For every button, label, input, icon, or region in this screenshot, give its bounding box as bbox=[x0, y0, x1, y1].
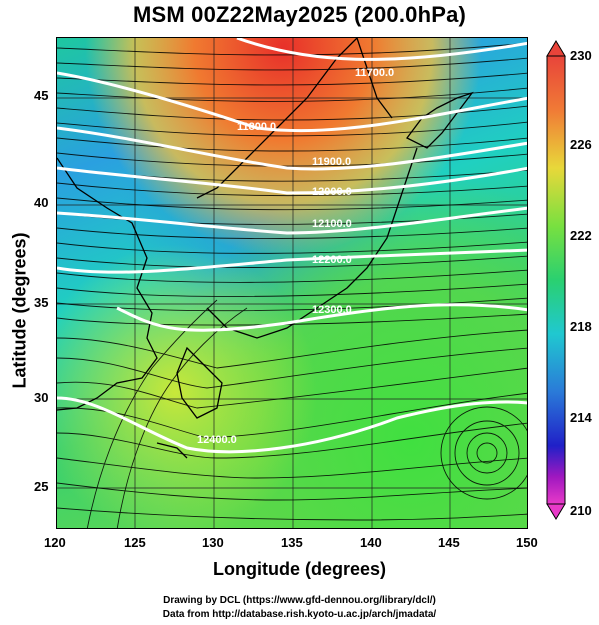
contour-label: 12300.0 bbox=[312, 304, 352, 316]
x-tick-label: 120 bbox=[44, 535, 66, 550]
y-tick-label: 45 bbox=[34, 88, 49, 103]
colorbar bbox=[546, 40, 566, 520]
contour-label: 12100.0 bbox=[312, 218, 352, 230]
contour-label: 12200.0 bbox=[312, 254, 352, 266]
colorbar-label: 214 bbox=[570, 410, 592, 425]
x-tick-label: 150 bbox=[516, 535, 538, 550]
x-axis-label: Longitude (degrees) bbox=[212, 559, 386, 579]
colorbar-label: 226 bbox=[570, 137, 592, 152]
contour-label: 11800.0 bbox=[237, 121, 276, 133]
map-panel: 11700.0 11800.0 11900.0 12000.0 12100.0 … bbox=[56, 37, 528, 529]
contour-label: 11900.0 bbox=[312, 156, 351, 168]
colorbar-bar bbox=[546, 55, 566, 505]
coastlines bbox=[57, 38, 474, 459]
colorbar-label: 218 bbox=[570, 319, 592, 334]
colorbar-label: 230 bbox=[570, 48, 592, 63]
streamlines bbox=[57, 42, 527, 528]
colorbar-bottom-arrow bbox=[546, 503, 566, 520]
colorbar-label: 210 bbox=[570, 503, 592, 518]
colorbar-top-arrow bbox=[546, 40, 566, 57]
y-tick-label: 40 bbox=[34, 195, 49, 210]
credit-data: Data from http://database.rish.kyoto-u.a… bbox=[162, 609, 437, 620]
colorbar-label: 222 bbox=[570, 228, 592, 243]
credit-drawing: Drawing by DCL (https://www.gfd-dennou.o… bbox=[163, 595, 436, 606]
x-tick-label: 135 bbox=[281, 535, 303, 550]
y-tick-label: 30 bbox=[34, 390, 49, 405]
x-tick-label: 140 bbox=[360, 535, 382, 550]
contour-label: 12000.0 bbox=[312, 186, 352, 198]
contour-label: 11700.0 bbox=[355, 67, 394, 79]
y-tick-label: 35 bbox=[34, 295, 49, 310]
x-tick-label: 130 bbox=[202, 535, 224, 550]
x-tick-label: 125 bbox=[124, 535, 146, 550]
map-title: MSM 00Z22May2025 (200.0hPa) bbox=[132, 2, 467, 27]
y-tick-label: 25 bbox=[34, 479, 49, 494]
contour-label: 12400.0 bbox=[197, 434, 237, 446]
y-axis-label: Latitude (degrees) bbox=[9, 232, 30, 389]
x-tick-label: 145 bbox=[438, 535, 460, 550]
height-contours bbox=[57, 38, 527, 454]
